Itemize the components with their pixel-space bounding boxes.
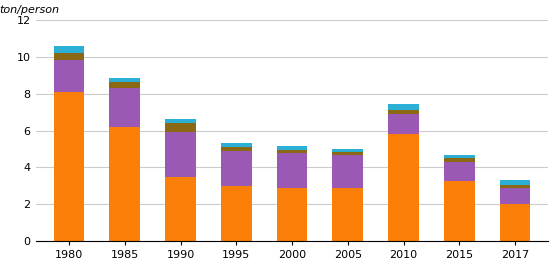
Bar xyxy=(388,110,419,114)
Bar xyxy=(276,150,307,153)
Bar xyxy=(54,47,84,53)
Bar xyxy=(54,60,84,92)
Bar xyxy=(165,123,196,132)
Bar xyxy=(444,155,475,158)
Bar xyxy=(500,185,530,188)
Text: ton/person: ton/person xyxy=(0,5,60,15)
Bar xyxy=(332,152,363,155)
Bar xyxy=(276,153,307,188)
Bar xyxy=(332,155,363,188)
Bar xyxy=(110,127,140,242)
Bar xyxy=(221,147,252,151)
Bar xyxy=(388,104,419,110)
Bar xyxy=(165,119,196,123)
Bar xyxy=(388,134,419,242)
Bar xyxy=(444,162,475,181)
Bar xyxy=(221,143,252,147)
Bar xyxy=(110,78,140,82)
Bar xyxy=(500,180,530,185)
Bar xyxy=(276,146,307,150)
Bar xyxy=(388,114,419,134)
Bar xyxy=(500,188,530,203)
Bar xyxy=(444,158,475,162)
Bar xyxy=(276,188,307,242)
Bar xyxy=(332,188,363,242)
Bar xyxy=(444,181,475,242)
Bar xyxy=(500,203,530,242)
Bar xyxy=(54,53,84,60)
Bar xyxy=(54,92,84,242)
Bar xyxy=(165,177,196,242)
Bar xyxy=(165,132,196,177)
Bar xyxy=(221,151,252,186)
Bar xyxy=(332,149,363,152)
Bar xyxy=(110,88,140,127)
Bar xyxy=(110,82,140,88)
Bar xyxy=(221,186,252,242)
